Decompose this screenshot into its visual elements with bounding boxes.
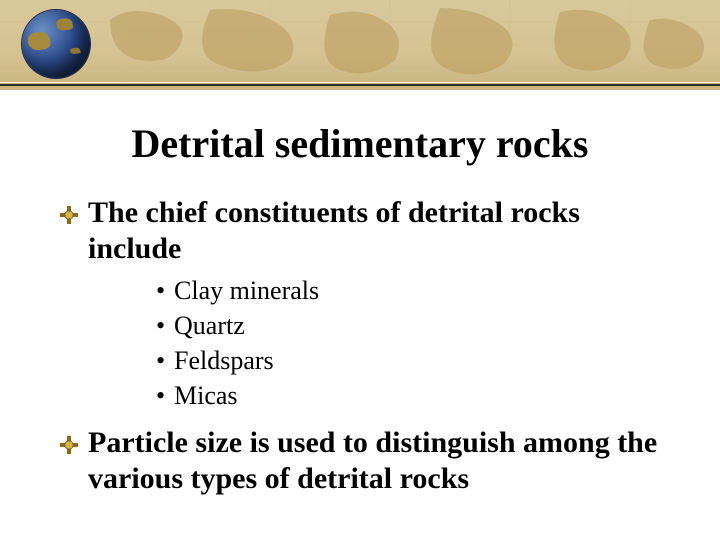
bullet-text: The chief constituents of detrital rocks… (88, 195, 680, 267)
header-banner (0, 0, 720, 90)
sub-item: •Feldspars (156, 343, 680, 378)
bullet-text: Particle size is used to distinguish amo… (88, 425, 680, 497)
sub-item-text: Clay minerals (174, 276, 319, 305)
compass-bullet-icon (60, 206, 78, 224)
slide-title: Detrital sedimentary rocks (0, 120, 720, 167)
sub-list: •Clay minerals •Quartz •Feldspars •Micas (156, 273, 680, 413)
bullet-item: Particle size is used to distinguish amo… (60, 425, 680, 497)
sub-item: •Clay minerals (156, 273, 680, 308)
header-divider (0, 80, 720, 90)
sub-item: •Quartz (156, 308, 680, 343)
globe-icon (22, 10, 90, 78)
sub-item-text: Quartz (174, 311, 245, 340)
sub-item: •Micas (156, 378, 680, 413)
sub-item-text: Micas (174, 381, 238, 410)
compass-bullet-icon (60, 436, 78, 454)
bullet-item: The chief constituents of detrital rocks… (60, 195, 680, 267)
slide-content: The chief constituents of detrital rocks… (60, 195, 680, 497)
sub-item-text: Feldspars (174, 346, 274, 375)
world-map-texture (0, 0, 720, 90)
